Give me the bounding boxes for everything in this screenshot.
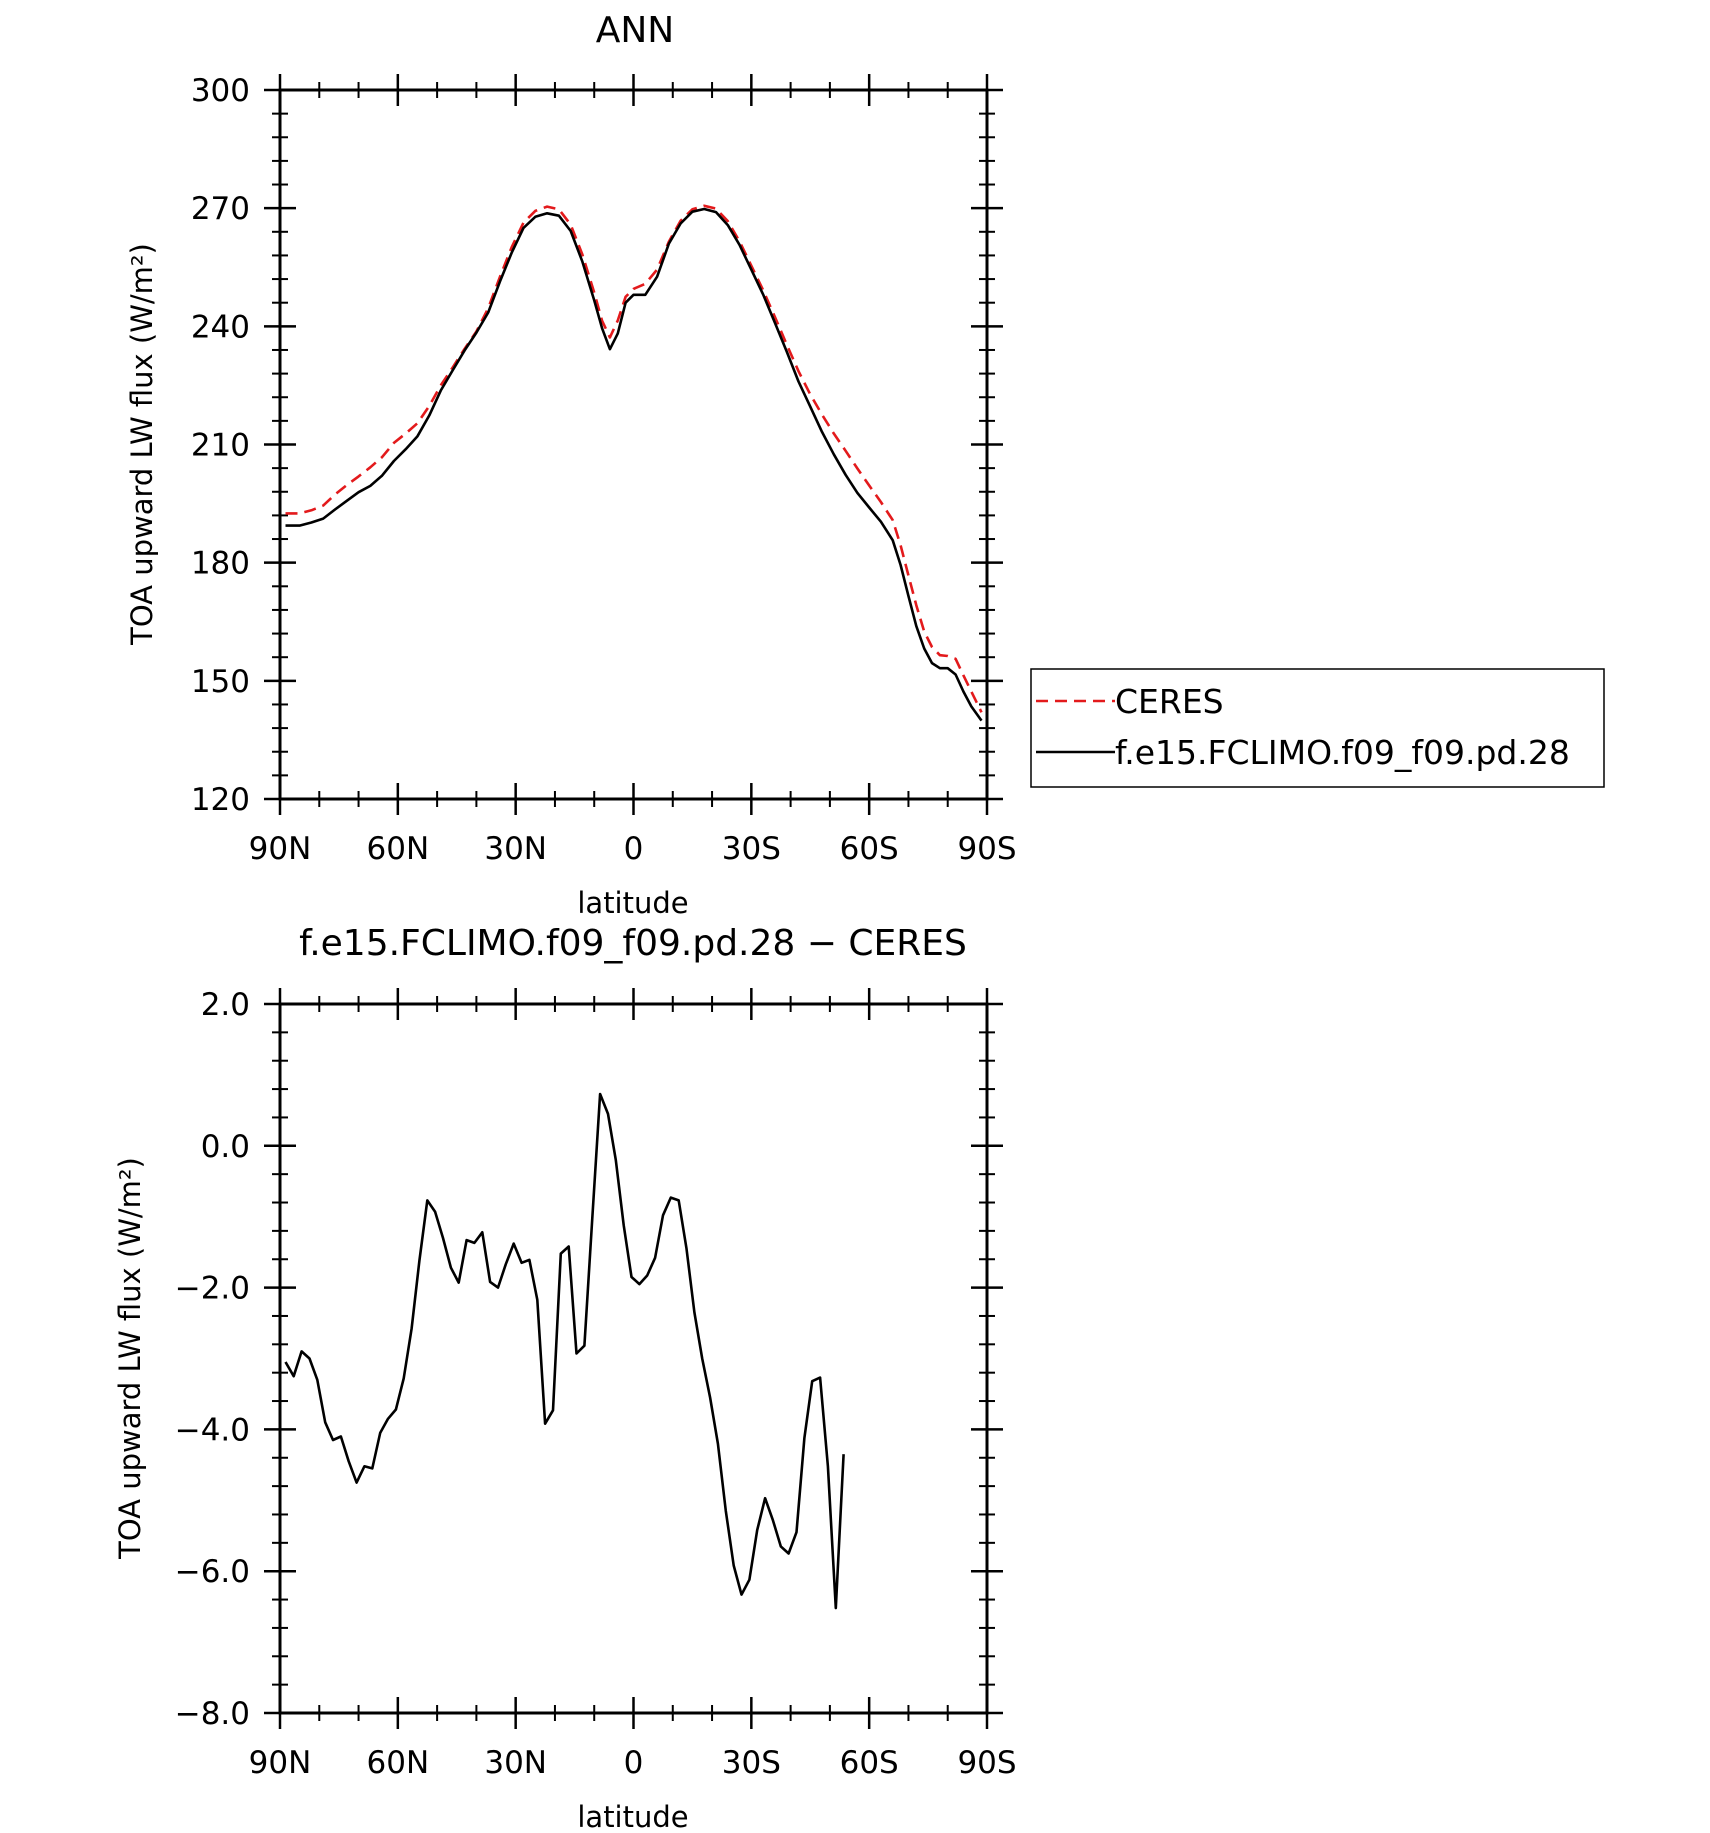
- top-axis-ticks: [264, 74, 1003, 815]
- bottom-x-tick-label: 30N: [484, 1745, 547, 1781]
- legend-box: [1030, 668, 1605, 788]
- top-x-tick-label: 30S: [722, 831, 781, 867]
- legend-label-model: f.e15.FCLIMO.f09_f09.pd.28: [1115, 733, 1570, 772]
- top-y-tick-label: 240: [191, 309, 250, 345]
- bottom-chart-title: f.e15.FCLIMO.f09_f09.pd.28 − CERES: [299, 923, 967, 964]
- top-y-axis-title: TOA upward LW flux (W/m²): [125, 243, 159, 646]
- top-panel: ANN 120 150 180 210 240 270 300 90N 60N 30N 0 30S 6…: [125, 10, 1017, 920]
- bottom-axis-ticks: [264, 988, 1003, 1729]
- top-series-line-f-e15-fclimo-f09-f09-pd-28: [285, 207, 983, 722]
- bottom-plot-frame: [278, 1002, 989, 1715]
- bottom-x-tick-label: 90N: [249, 1745, 312, 1781]
- top-y-tick-label: 150: [191, 664, 250, 700]
- bottom-x-tick-label: 60S: [840, 1745, 899, 1781]
- legend: CERES f.e15.FCLIMO.f09_f09.pd.28: [1030, 668, 1605, 788]
- top-series-layer: [285, 204, 983, 722]
- top-x-tick-label: 90N: [249, 831, 312, 867]
- legend-label-ceres: CERES: [1115, 682, 1224, 721]
- bottom-y-axis-title: TOA upward LW flux (W/m²): [113, 1157, 147, 1560]
- top-x-tick-label: 90S: [957, 831, 1016, 867]
- bottom-y-tick-label: −6.0: [175, 1554, 250, 1590]
- bottom-y-tick-label: −4.0: [175, 1412, 250, 1448]
- bottom-x-tick-label: 60N: [367, 1745, 430, 1781]
- bottom-y-tick-label: 0.0: [201, 1129, 250, 1165]
- top-x-tick-label: 30N: [484, 831, 547, 867]
- top-y-tick-label: 120: [191, 782, 250, 818]
- bottom-y-tick-label: −2.0: [175, 1271, 250, 1307]
- top-x-axis-title: latitude: [577, 886, 688, 920]
- top-y-tick-label: 180: [191, 546, 250, 582]
- top-y-tick-label: 210: [191, 428, 250, 464]
- top-x-tick-labels: 90N 60N 30N 0 30S 60S 90S: [249, 831, 1017, 867]
- top-x-tick-label: 60N: [367, 831, 430, 867]
- top-x-tick-label: 60S: [840, 831, 899, 867]
- bottom-y-tick-labels: −8.0 −6.0 −4.0 −2.0 0.0 2.0: [175, 987, 250, 1732]
- bottom-x-tick-label: 90S: [957, 1745, 1016, 1781]
- bottom-panel: f.e15.FCLIMO.f09_f09.pd.28 − CERES −8.0−…: [113, 923, 1017, 1833]
- bottom-y-tick-label: 2.0: [201, 987, 250, 1023]
- bottom-x-tick-labels: 90N 60N 30N 0 30S 60S 90S: [249, 1745, 1017, 1781]
- bottom-x-tick-label: 30S: [722, 1745, 781, 1781]
- bottom-x-tick-label: 0: [624, 1745, 644, 1781]
- top-x-tick-label: 0: [624, 831, 644, 867]
- bottom-y-tick-label: −8.0: [175, 1696, 250, 1732]
- bottom-series-layer: [284, 1092, 845, 1610]
- top-y-tick-label: 270: [191, 191, 250, 227]
- top-y-tick-label: 300: [191, 73, 250, 109]
- bottom-x-axis-title: latitude: [577, 1800, 688, 1833]
- top-y-tick-labels: 120 150 180 210 240 270 300: [191, 73, 250, 818]
- top-series-line-ceres: [285, 204, 983, 713]
- top-plot-frame: [278, 88, 989, 801]
- bottom-series-line-difference: [284, 1092, 845, 1610]
- top-chart-title: ANN: [596, 10, 675, 51]
